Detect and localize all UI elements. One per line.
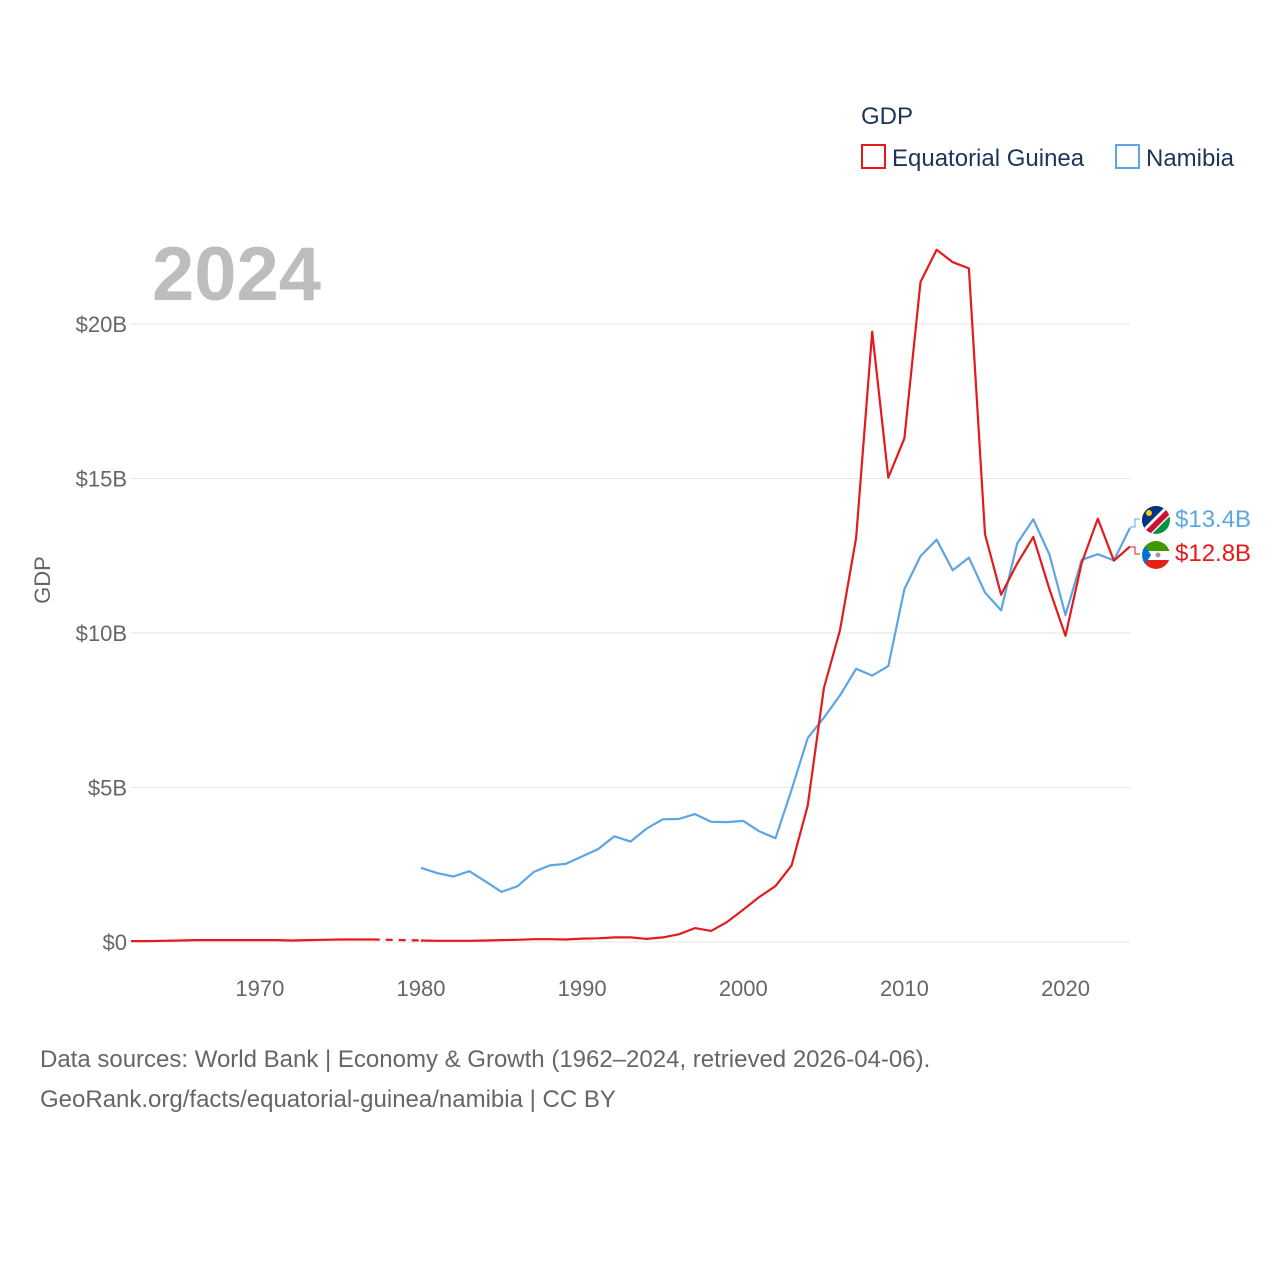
legend-title: GDP (861, 103, 913, 130)
x-tick-label: 1990 (558, 976, 607, 1001)
gdp-line-chart: $0 $5B $10B $15B $20B 1970 1980 1990 2000 2010 20… (30, 103, 1251, 1001)
equatorial-guinea-flag-icon (1142, 541, 1170, 569)
x-axis-ticks: 1970 1980 1990 2000 2010 2020 (235, 976, 1090, 1001)
y-axis-title: GDP (30, 556, 55, 604)
footer-line-sources: Data sources: World Bank | Economy & Gro… (40, 1046, 931, 1073)
footer-source-note: Data sources: World Bank | Economy & Gro… (40, 1040, 1240, 1120)
series-gap-equatorial-guinea (372, 938, 422, 942)
legend-swatch-equatorial-guinea (861, 144, 886, 169)
x-tick-label: 1970 (235, 976, 284, 1001)
legend-label-equatorial-guinea: Equatorial Guinea (892, 145, 1085, 172)
end-label-connector-equatorial-guinea (1130, 546, 1140, 555)
end-label-namibia: $13.4B (1175, 506, 1251, 533)
legend-swatch-namibia (1115, 144, 1140, 169)
series-line-namibia (420, 518, 1131, 893)
legend-item-equatorial-guinea[interactable]: Equatorial Guinea (861, 144, 1085, 172)
end-label-equatorial-guinea: $12.8B (1175, 540, 1251, 567)
x-tick-label: 2020 (1041, 976, 1090, 1001)
gridlines (131, 323, 1130, 943)
y-tick-label: $5B (88, 776, 127, 801)
series-line-equatorial-guinea (420, 248, 1131, 942)
end-label-equatorial-guinea-group: $12.8B (1130, 540, 1251, 569)
y-tick-label: $15B (76, 467, 127, 492)
legend[interactable]: GDP Equatorial Guinea Namibia (861, 103, 1235, 172)
end-label-namibia-group: $13.4B (1130, 506, 1251, 534)
y-tick-label: $20B (76, 312, 127, 337)
series-equatorial-guinea (131, 248, 1131, 943)
series-namibia (420, 518, 1131, 893)
legend-label-namibia: Namibia (1146, 145, 1235, 172)
series-line-equatorial-guinea (131, 938, 373, 943)
current-year-label: 2024 (152, 232, 321, 317)
end-label-connector-namibia (1130, 518, 1140, 528)
x-tick-label: 2000 (719, 976, 768, 1001)
series-layer (131, 248, 1131, 943)
y-tick-label: $10B (76, 621, 127, 646)
x-tick-label: 2010 (880, 976, 929, 1001)
x-tick-label: 1980 (397, 976, 446, 1001)
y-tick-label: $0 (103, 930, 127, 955)
legend-item-namibia[interactable]: Namibia (1115, 144, 1235, 172)
y-axis-ticks: $0 $5B $10B $15B $20B (76, 312, 127, 955)
footer-line-attribution: GeoRank.org/facts/equatorial-guinea/nami… (40, 1086, 616, 1113)
namibia-flag-icon (1142, 506, 1170, 534)
